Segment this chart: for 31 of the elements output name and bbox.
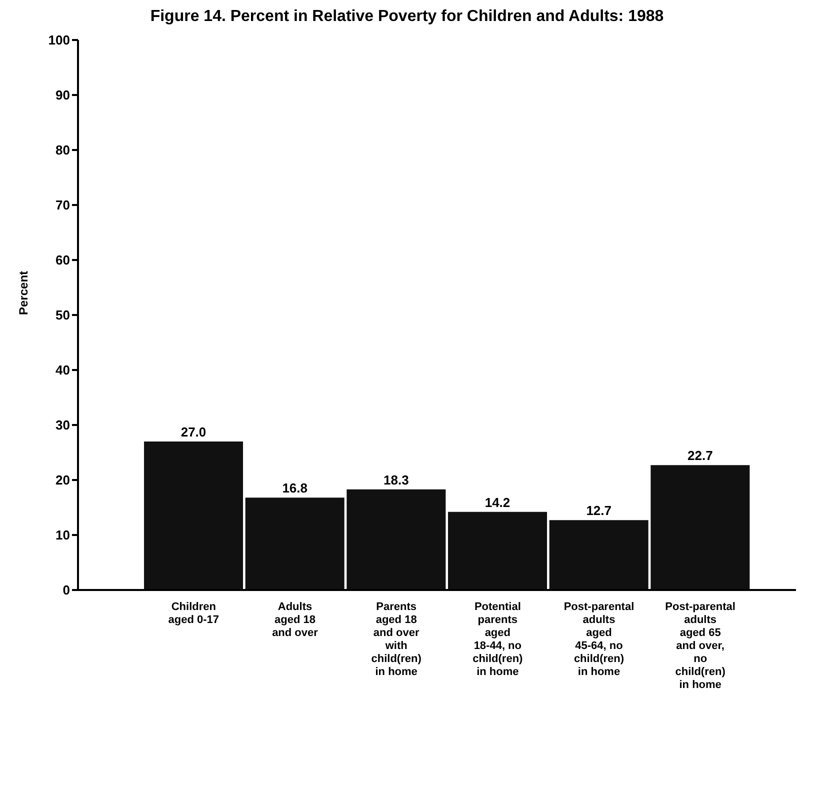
bar bbox=[144, 442, 244, 590]
x-tick-label: Post-parental adults aged 45-64, no child(ren) in home bbox=[564, 601, 634, 678]
y-tick-label: 80 bbox=[56, 142, 70, 158]
y-axis-title: Percent bbox=[16, 270, 30, 315]
data-label: 12.7 bbox=[586, 503, 612, 518]
y-tick-label: 20 bbox=[56, 472, 70, 488]
bar bbox=[346, 489, 446, 590]
y-tick-label: 100 bbox=[48, 32, 70, 48]
data-label: 18.3 bbox=[384, 472, 409, 488]
y-tick-label: 30 bbox=[56, 418, 70, 433]
y-tick-label: 40 bbox=[56, 362, 70, 378]
data-label: 16.8 bbox=[282, 480, 308, 496]
bar bbox=[549, 520, 648, 590]
y-tick-label: 10 bbox=[56, 528, 70, 543]
bar bbox=[650, 465, 750, 590]
bar bbox=[448, 512, 548, 590]
x-tick-label: Potential parents aged 18-44, no child(ren) in home bbox=[472, 601, 524, 678]
x-tick-label: Adults aged 18 and over bbox=[272, 601, 319, 639]
chart-title: Figure 14. Percent in Relative Poverty for Children and Adults: 1988 bbox=[149, 8, 665, 26]
bar bbox=[245, 498, 344, 590]
data-label: 14.2 bbox=[484, 494, 510, 510]
y-tick-label: 60 bbox=[56, 252, 70, 268]
data-label: 22.7 bbox=[688, 448, 713, 464]
y-tick-label: 0 bbox=[62, 582, 70, 598]
y-tick-label: 70 bbox=[56, 198, 70, 213]
x-tick-label: Post-parental adults aged 65 and over, no child(ren) in home bbox=[665, 601, 736, 691]
x-tick-label: Parents aged 18 and over with child(ren) in home bbox=[371, 601, 422, 678]
y-tick-label: 50 bbox=[56, 308, 70, 323]
data-label: 27.0 bbox=[180, 424, 206, 440]
y-tick-label: 90 bbox=[56, 88, 70, 103]
x-tick-label: Children aged 0-17 bbox=[168, 601, 220, 626]
